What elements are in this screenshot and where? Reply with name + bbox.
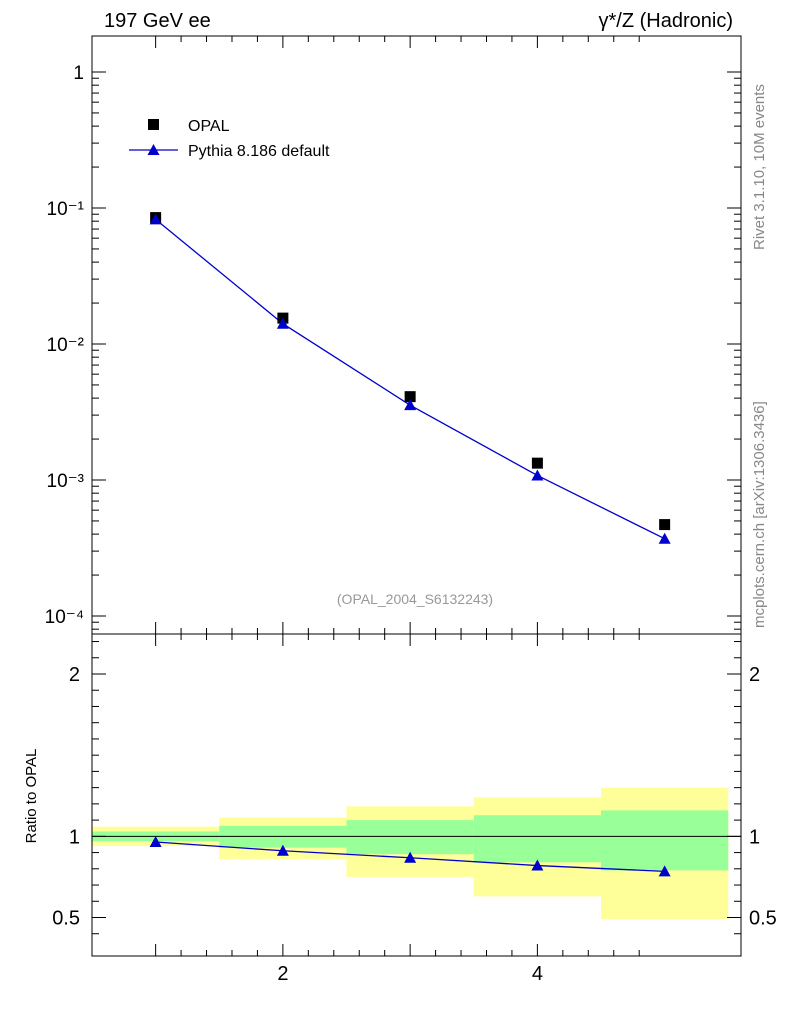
opal-data-point — [404, 391, 416, 403]
ratio-green-band — [346, 820, 474, 855]
ratio-pythia-point — [149, 836, 162, 848]
y-tick-label: 1 — [69, 826, 80, 848]
y-tick-label-right: 0.5 — [749, 908, 777, 930]
y-tick-label: 0.5 — [52, 908, 80, 930]
opal-data-point — [531, 457, 543, 469]
legend-opal-label: OPAL — [188, 118, 230, 135]
pythia-data-point — [276, 317, 289, 329]
ratio-green-band — [473, 815, 602, 863]
pythia-data-point — [658, 532, 671, 544]
x-tick-label: 4 — [532, 963, 543, 985]
header-left: 197 GeV ee — [104, 10, 211, 32]
ratio-pythia-point — [658, 865, 671, 877]
pythia-series-line — [155, 218, 665, 540]
mcplots-label: mcplots.cern.ch [arXiv:1306.3436] — [751, 401, 768, 628]
ratio-green-band — [601, 810, 729, 871]
analysis-watermark: (OPAL_2004_S6132243) — [337, 591, 493, 607]
y-tick-label: 10⁻² — [47, 335, 85, 356]
y-tick-label: 10⁻⁴ — [45, 607, 84, 628]
x-tick-label: 2 — [277, 963, 288, 985]
header-right: γ*/Z (Hadronic) — [599, 10, 733, 32]
y-tick-label: 1 — [73, 63, 84, 84]
y-tick-label-right: 2 — [749, 664, 760, 686]
rivet-label: Rivet 3.1.10, 10M events — [751, 84, 768, 250]
ratio-plot-frame — [91, 633, 742, 957]
opal-data-point — [659, 519, 671, 531]
legend-opal-marker — [148, 119, 159, 130]
y-tick-label: 10⁻¹ — [47, 199, 85, 220]
y-tick-label: 2 — [69, 664, 80, 686]
ratio-plot-panel: 2 4 0.5 0.5 1 1 2 2 — [52, 633, 777, 985]
ratio-pythia-point — [276, 844, 289, 856]
ratio-pythia-point — [404, 851, 417, 863]
y-tick-label-right: 1 — [749, 826, 760, 848]
pythia-data-point — [149, 213, 162, 225]
legend-pythia-marker — [147, 144, 160, 155]
ratio-pythia-point — [531, 859, 544, 871]
y-tick-label: 10⁻³ — [47, 471, 85, 492]
main-plot-panel: 10⁻⁴ 10⁻³ 10⁻² 10⁻¹ 1 OPAL Pythia 8.186 defaul… — [45, 35, 742, 956]
pythia-data-point — [404, 399, 417, 411]
legend-pythia-label: Pythia 8.186 default — [188, 143, 330, 160]
ratio-y-axis-label: Ratio to OPAL — [23, 749, 40, 844]
pythia-data-point — [531, 469, 544, 481]
